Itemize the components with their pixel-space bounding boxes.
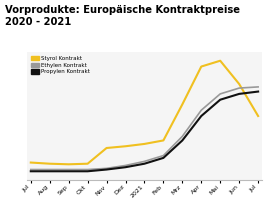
Text: Vorprodukte: Europäische Kontraktpreise
2020 - 2021: Vorprodukte: Europäische Kontraktpreise …	[5, 5, 240, 27]
Text: © 2021 Kunststoff Information, Bad Homburg - www.kiweb.de: © 2021 Kunststoff Information, Bad Hombu…	[5, 189, 188, 195]
Legend: Styrol Kontrakt, Ethylen Kontrakt, Propylen Kontrakt: Styrol Kontrakt, Ethylen Kontrakt, Propy…	[30, 55, 92, 75]
